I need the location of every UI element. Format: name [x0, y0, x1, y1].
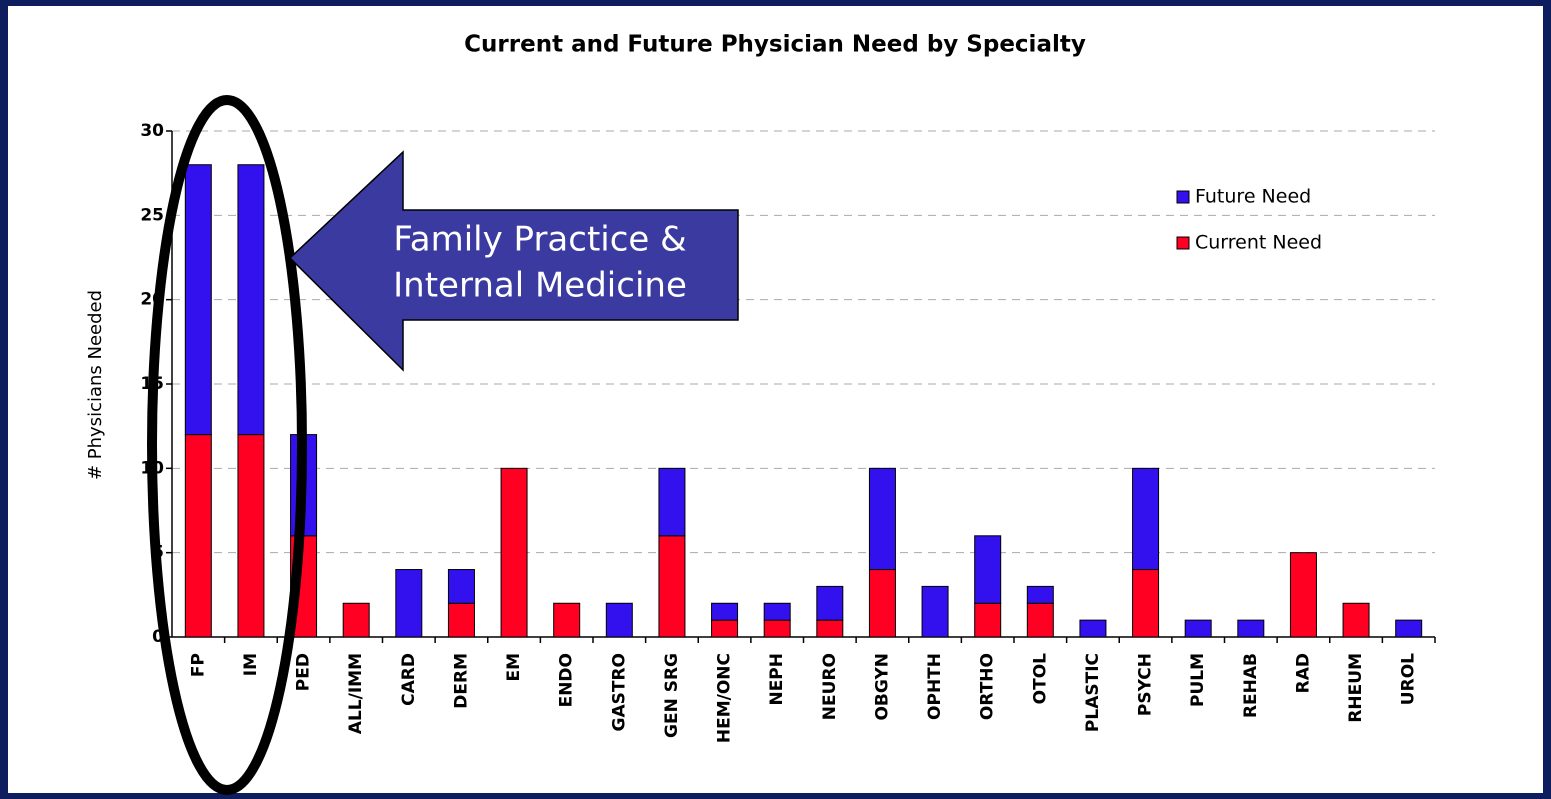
bar-segment [184, 434, 212, 638]
highlight-ellipse [147, 95, 307, 795]
x-tick-label: IM [241, 653, 261, 676]
x-tick-label: PED [294, 653, 314, 691]
bar-segment [711, 602, 739, 621]
x-tick-label: EM [504, 653, 524, 682]
bar-segment [974, 535, 1002, 604]
bar-segment [816, 619, 844, 638]
legend-swatch [1176, 236, 1190, 250]
x-tick-label: PLASTIC [1083, 653, 1103, 732]
bar-segment [1026, 585, 1054, 604]
y-tick-label: 25 [140, 205, 164, 225]
y-tick-label: 30 [140, 121, 164, 141]
x-tick-label: ALL/IMM [346, 653, 366, 734]
callout-text: Internal Medicine [393, 266, 687, 306]
x-tick-label: OTOL [1030, 653, 1050, 704]
callout-text: Family Practice & [393, 220, 686, 260]
bar-segment [342, 602, 370, 638]
x-tick-label: GASTRO [609, 653, 629, 732]
bar-segment [1079, 619, 1107, 638]
bar-segment [605, 602, 633, 638]
bar-segment [237, 434, 265, 638]
bar-segment [447, 602, 475, 638]
x-tick-label: RAD [1293, 653, 1313, 693]
bar-segment [184, 164, 212, 436]
bar-segment [974, 602, 1002, 638]
x-tick-label: REHAB [1241, 653, 1261, 718]
bar-segment [816, 585, 844, 621]
bar-segment [395, 569, 423, 638]
bar-segment [1289, 552, 1317, 638]
legend-label: Current Need [1195, 232, 1322, 254]
callout-arrow [288, 150, 739, 372]
bar-segment [921, 585, 949, 638]
bar-segment [237, 164, 265, 436]
x-tick-label: GEN SRG [662, 653, 682, 738]
x-tick-label: ORTHO [978, 653, 998, 720]
x-tick-label: ENDO [557, 653, 577, 707]
x-tick-label: FP [188, 653, 208, 677]
bar-segment [763, 602, 791, 621]
x-tick-label: UROL [1399, 653, 1419, 705]
x-tick-label: DERM [451, 653, 471, 709]
x-tick-label: RHEUM [1346, 653, 1366, 723]
bar-segment [1132, 467, 1160, 571]
chart-title: Current and Future Physician Need by Spe… [464, 32, 1086, 58]
bar-segment [500, 467, 528, 638]
bar-segment [1342, 602, 1370, 638]
bar-segment [1026, 602, 1054, 638]
bar-segment [868, 467, 896, 571]
bar-segment [1132, 569, 1160, 638]
bar-segment [447, 569, 475, 604]
bar-segment [553, 602, 581, 638]
x-tick-label: CARD [399, 653, 419, 706]
x-tick-label: PULM [1188, 653, 1208, 707]
x-tick-label: OPHTH [925, 653, 945, 720]
y-axis-label: # Physicians Needed [85, 290, 106, 480]
bar-segment [868, 569, 896, 638]
bar-segment [658, 467, 686, 537]
bar-segment [1237, 619, 1265, 638]
bar-segment [1395, 619, 1423, 638]
bar-segment [658, 535, 686, 638]
bar-segment [763, 619, 791, 638]
bar-segment [1184, 619, 1212, 638]
bar-segment [711, 619, 739, 638]
x-tick-label: NEPH [767, 653, 787, 706]
x-tick-label: PSYCH [1136, 653, 1156, 716]
legend-swatch [1176, 190, 1190, 204]
x-tick-label: OBGYN [872, 653, 892, 721]
x-tick-label: NEURO [820, 653, 840, 720]
x-tick-label: HEM/ONC [715, 653, 735, 743]
legend-label: Future Need [1195, 186, 1311, 208]
